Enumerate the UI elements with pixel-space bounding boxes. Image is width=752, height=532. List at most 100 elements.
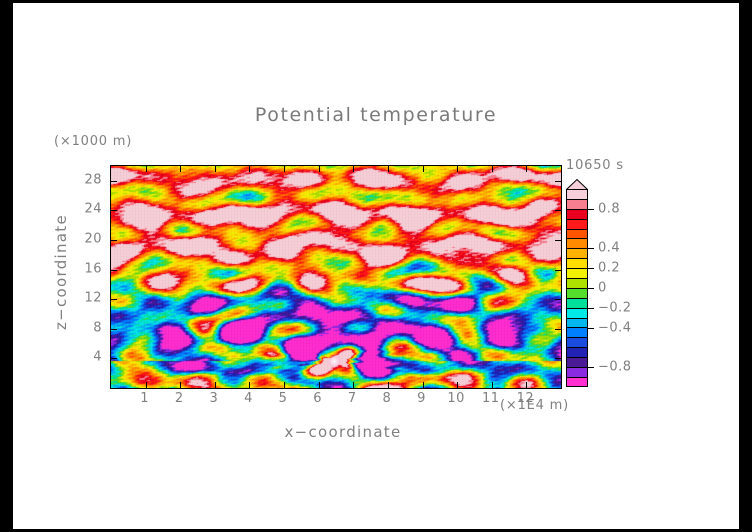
x-tick-top <box>422 166 424 172</box>
y-tick-right <box>555 180 561 182</box>
x-tick-top <box>284 166 286 172</box>
x-tick-label: 2 <box>174 391 184 406</box>
x-tick-bottom <box>318 382 320 388</box>
y-tick-right <box>555 358 561 360</box>
colorbar-band <box>567 229 587 240</box>
x-tick-label: 10 <box>447 391 465 406</box>
y-tick-label: 16 <box>84 261 102 277</box>
colorbar-band <box>567 269 587 280</box>
colorbar-band <box>567 358 587 369</box>
x-tick-label: 8 <box>382 391 392 406</box>
x-tick-label: 11 <box>481 391 500 406</box>
colorbar-tick-label: 0 <box>598 280 607 296</box>
y-tick-right <box>555 210 561 212</box>
x-tick-label: 1 <box>140 391 149 406</box>
colorbar-tick <box>588 288 594 289</box>
x-tick-bottom <box>422 382 424 388</box>
y-tick-left <box>111 358 117 360</box>
y-tick-label: 24 <box>84 201 102 217</box>
y-tick-right <box>555 299 561 301</box>
colorbar-band <box>567 318 587 329</box>
x-tick-label: 9 <box>417 391 426 406</box>
timestamp-label: 10650 s <box>566 158 624 173</box>
x-tick-label: 5 <box>278 391 288 406</box>
colorbar-tick <box>588 367 594 369</box>
y-tick-left <box>111 299 117 301</box>
y-tick-left <box>111 240 117 241</box>
colorbar-tick <box>588 327 594 329</box>
x-tick-bottom <box>249 382 251 388</box>
x-tick-top <box>526 166 528 172</box>
contour-plot-area <box>110 165 562 389</box>
colorbar-tick-label: −0.4 <box>598 320 632 336</box>
x-tick-bottom <box>145 382 147 388</box>
x-axis-title: x−coordinate <box>284 423 402 441</box>
colorbar-tick <box>588 307 594 309</box>
y-tick-right <box>555 240 561 241</box>
colorbar-band <box>567 348 587 359</box>
y-tick-label: 20 <box>84 231 102 247</box>
x-tick-bottom <box>214 382 216 388</box>
x-tick-bottom <box>353 382 355 388</box>
x-tick-label: 3 <box>209 391 219 406</box>
y-tick-right <box>555 269 561 271</box>
figure-canvas: Potential temperature (×1000 m) (×1E4 m)… <box>13 3 739 529</box>
y-tick-label: 28 <box>84 172 102 188</box>
colorbar-bands <box>566 189 588 387</box>
x-tick-top <box>318 166 320 172</box>
x-tick-top <box>214 166 216 172</box>
colorbar-band <box>567 190 587 200</box>
x-tick-top <box>457 166 459 172</box>
colorbar-band <box>567 259 587 270</box>
colorbar-band <box>567 239 587 250</box>
x-tick-bottom <box>526 382 528 388</box>
x-tick-label: 7 <box>347 391 357 406</box>
y-tick-left <box>111 328 117 330</box>
colorbar-band <box>567 209 587 220</box>
x-tick-label: 4 <box>244 391 253 406</box>
colorbar-tick <box>588 268 594 270</box>
y-tick-label: 4 <box>93 349 102 365</box>
colorbar-band <box>567 338 587 349</box>
x-tick-top <box>491 166 493 172</box>
colorbar-tick-label: 0.4 <box>598 240 621 256</box>
y-tick-label: 8 <box>93 320 102 336</box>
x-tick-bottom <box>180 382 182 388</box>
y-tick-left <box>111 180 117 182</box>
colorbar-tick <box>588 248 594 250</box>
colorbar-tick-label: 0.2 <box>598 260 621 276</box>
x-tick-label: 12 <box>516 391 535 406</box>
colorbar-band <box>567 298 587 309</box>
x-tick-top <box>180 166 182 172</box>
x-tick-top <box>249 166 251 172</box>
colorbar-band <box>567 368 587 378</box>
page-title: Potential temperature <box>254 104 498 126</box>
colorbar-band <box>567 288 587 299</box>
x-tick-top <box>353 166 355 172</box>
x-tick-bottom <box>457 382 459 388</box>
x-tick-top <box>145 166 147 172</box>
x-tick-top <box>387 166 389 172</box>
colorbar-band <box>567 249 587 260</box>
x-tick-bottom <box>491 382 493 388</box>
x-tick-label: 6 <box>313 391 323 406</box>
y-axis-title: z−coordinate <box>52 213 70 331</box>
colorbar-band <box>567 377 587 386</box>
colorbar-tick-label: −0.2 <box>598 300 632 316</box>
colorbar-band <box>567 199 587 210</box>
x-tick-bottom <box>387 382 389 388</box>
y-tick-right <box>555 328 561 330</box>
y-axis-units-label: (×1000 m) <box>54 134 133 149</box>
x-tick-bottom <box>284 382 286 388</box>
y-tick-left <box>111 210 117 212</box>
potential-temperature-field <box>111 166 561 388</box>
colorbar-band <box>567 308 587 319</box>
colorbar-band <box>567 328 587 339</box>
colorbar-tick-label: 0.8 <box>598 201 621 217</box>
x-axis-units-label: (×1E4 m) <box>500 398 569 413</box>
colorbar-band <box>567 219 587 230</box>
y-tick-left <box>111 269 117 271</box>
y-tick-label: 12 <box>84 290 102 306</box>
colorbar-band <box>567 279 587 289</box>
